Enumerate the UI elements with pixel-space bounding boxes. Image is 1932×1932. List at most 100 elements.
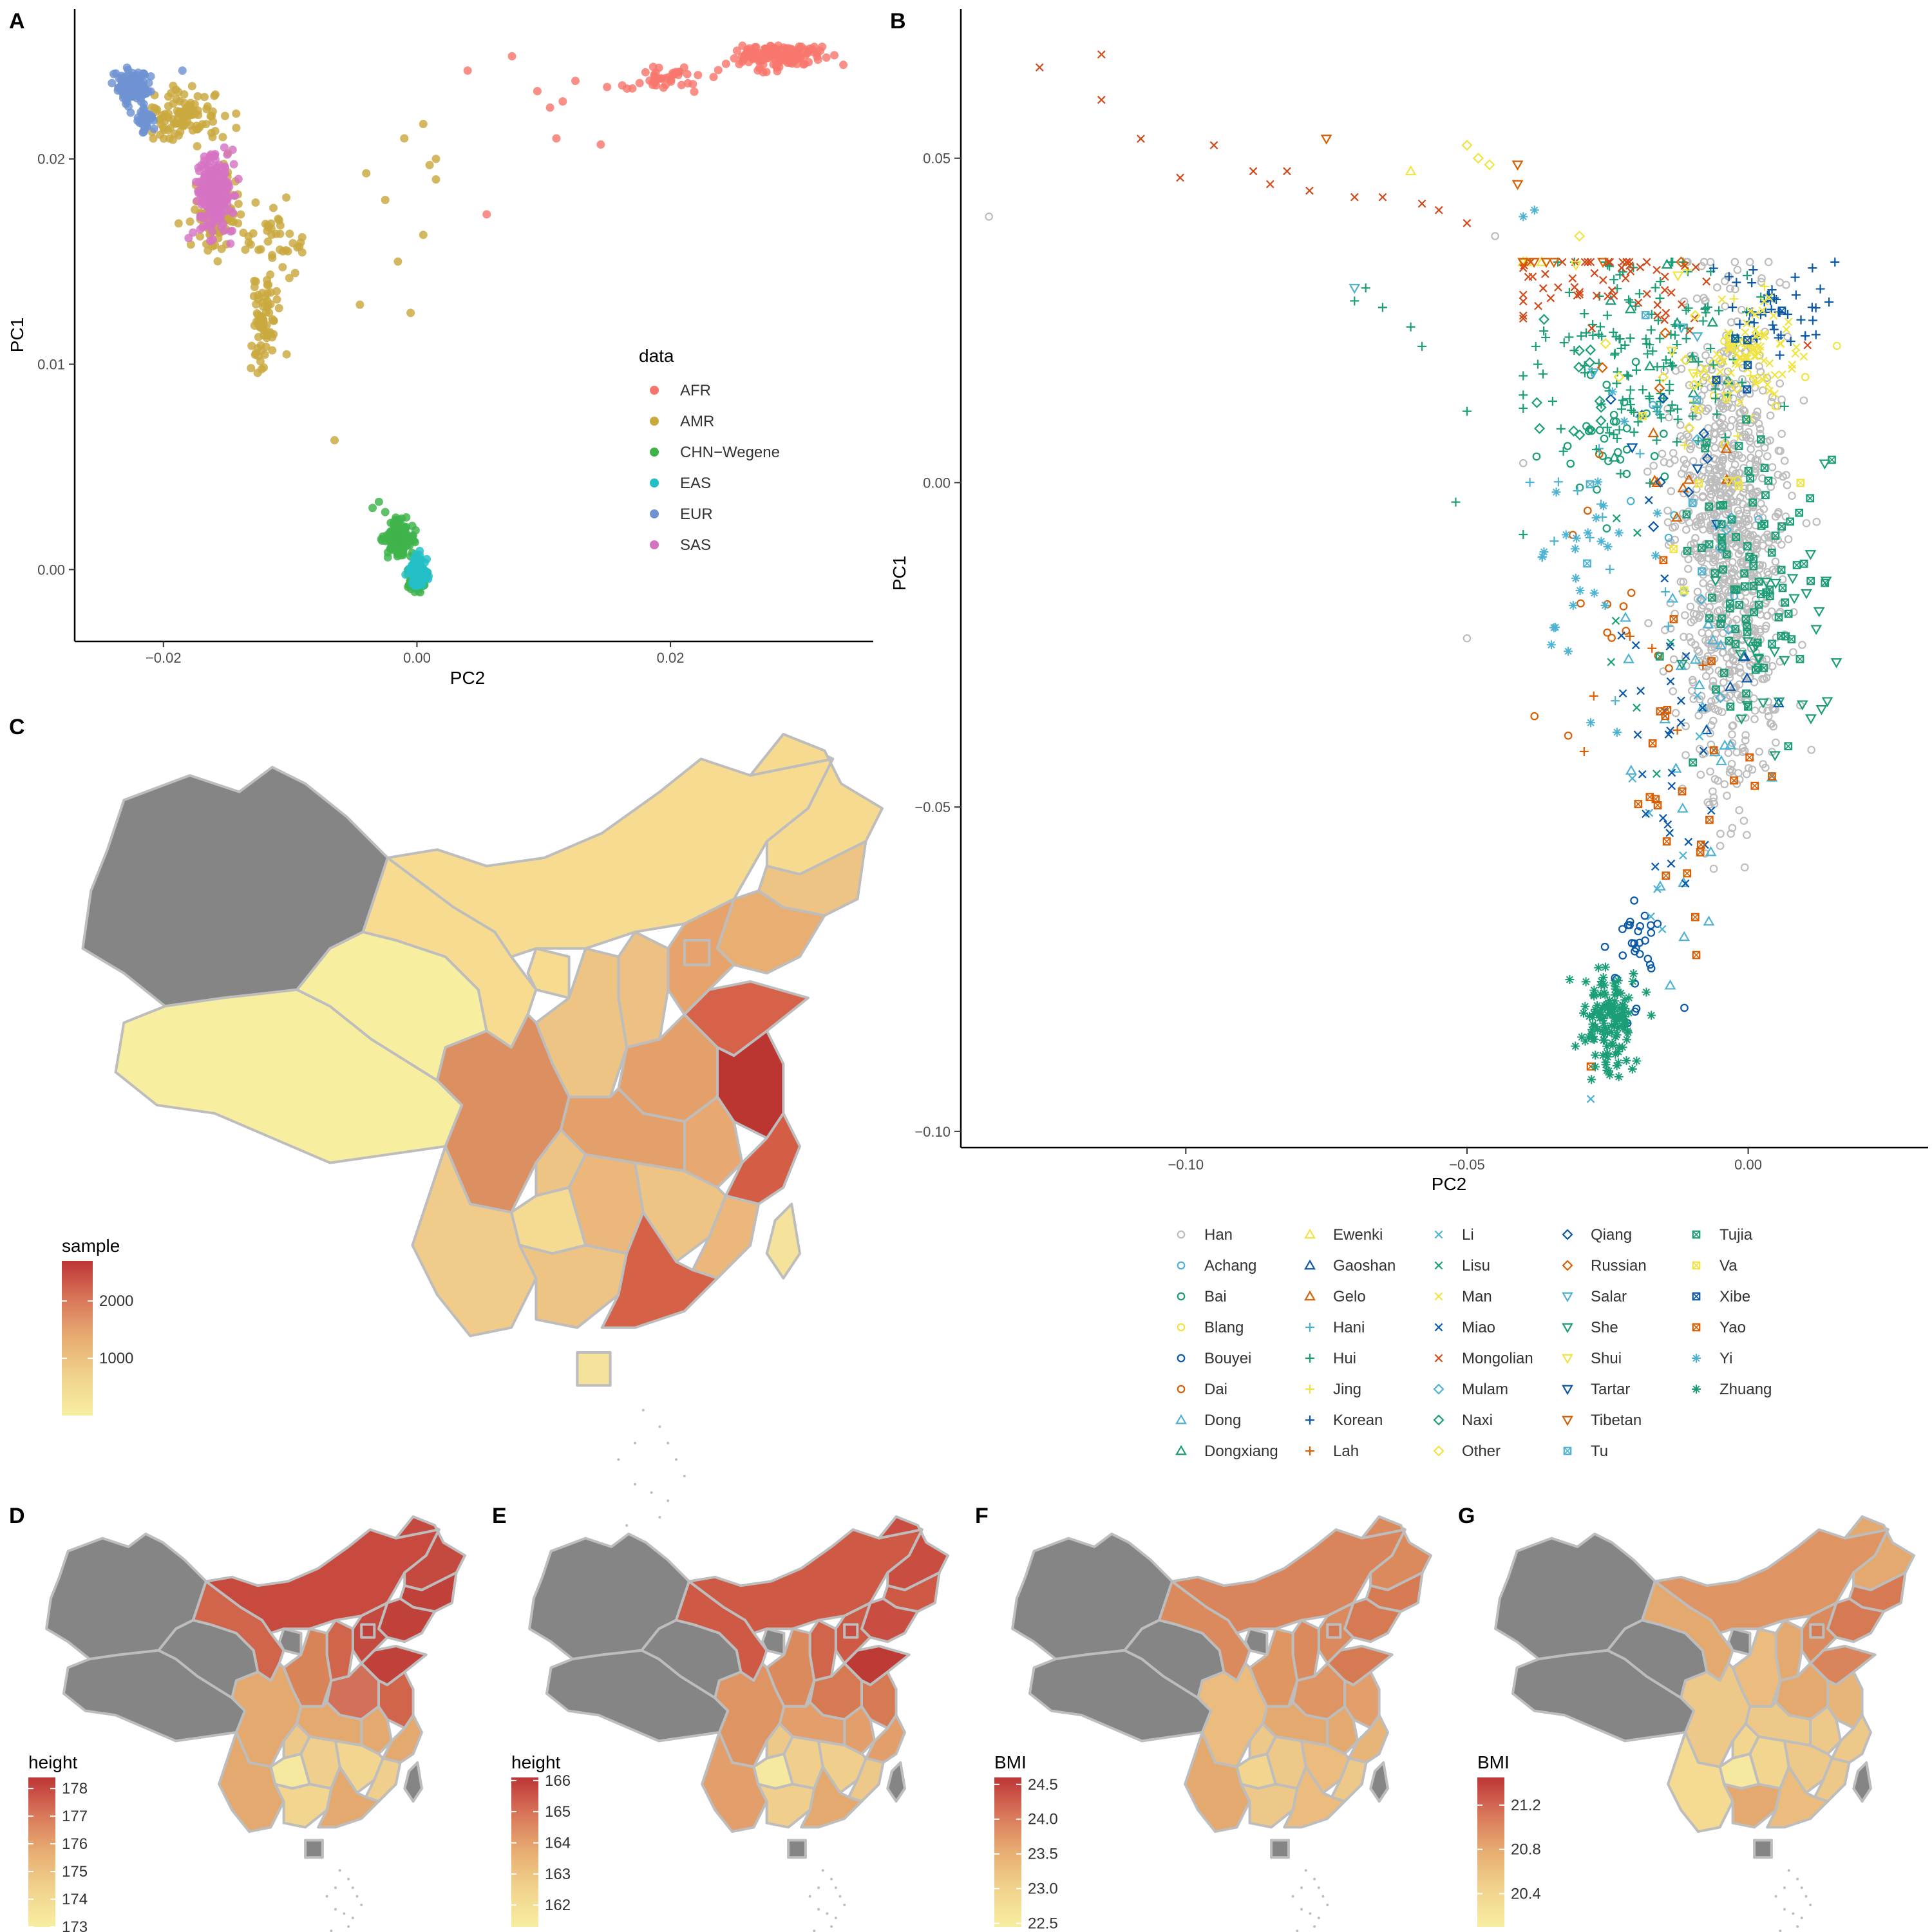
b-point <box>1563 442 1572 450</box>
b-point <box>1732 349 1741 358</box>
a-point <box>118 86 128 95</box>
a-legend-label: AMR <box>680 413 714 430</box>
b-point <box>1519 297 1528 306</box>
b-legend-label: Li <box>1462 1226 1474 1244</box>
b-legend-key-blang <box>1177 1323 1186 1332</box>
b-point <box>1768 463 1777 471</box>
b-point <box>1624 1008 1634 1018</box>
b-point <box>1737 378 1747 388</box>
b-legend-key-lisu <box>1434 1261 1443 1270</box>
colorbar-tick-label: 164 <box>545 1835 571 1852</box>
a-x-axis-title: PC2 <box>450 668 485 688</box>
b-point <box>1249 167 1258 176</box>
b-point-cross <box>1735 442 1743 450</box>
b-point-cross <box>1768 549 1776 556</box>
b-point <box>1653 265 1662 274</box>
b-point <box>1666 726 1675 735</box>
b-point <box>1727 368 1736 377</box>
a-point <box>374 497 383 506</box>
b-point <box>1684 837 1693 846</box>
a-point <box>196 185 205 194</box>
d-legend-title: height <box>28 1752 78 1772</box>
b-point <box>1599 1018 1609 1028</box>
b-point-box <box>1749 582 1758 591</box>
b-point <box>1591 513 1601 523</box>
b-point <box>1734 476 1742 484</box>
b-point <box>1696 554 1705 563</box>
b-point <box>1647 1010 1656 1020</box>
colorbar-tick-label: 175 <box>62 1863 88 1880</box>
b-point-box <box>1638 412 1647 421</box>
a-point <box>211 149 220 158</box>
b-point-box <box>1753 638 1762 647</box>
a-point <box>419 120 428 129</box>
b-point <box>1617 1020 1627 1030</box>
b-point <box>1668 361 1678 370</box>
a-point <box>381 507 390 516</box>
region-yunnan <box>218 1731 285 1833</box>
b-point <box>1748 265 1758 275</box>
b-point <box>1612 728 1622 737</box>
island-dot <box>343 1912 346 1915</box>
b-point <box>1774 470 1783 479</box>
b-point-cross <box>1768 772 1776 781</box>
region-taiwan <box>765 1202 801 1280</box>
b-point <box>1701 444 1710 453</box>
b-point <box>1670 330 1680 340</box>
b-point <box>1696 701 1709 712</box>
a-point <box>220 143 229 152</box>
b-point-box <box>1710 569 1719 578</box>
b-point <box>1705 815 1714 824</box>
b-point <box>1709 454 1718 462</box>
b-point-cross <box>1660 556 1667 564</box>
b-point <box>1627 939 1636 947</box>
b-point <box>1712 375 1721 384</box>
b-point <box>1717 520 1726 529</box>
b-legend-key-va-box <box>1692 1261 1701 1270</box>
b-point-cross <box>1796 655 1804 663</box>
b-point-box <box>1735 600 1744 609</box>
b-point <box>1698 567 1706 576</box>
region-ningxia <box>1727 1627 1752 1656</box>
a-point <box>656 74 665 83</box>
b-point <box>1720 780 1729 789</box>
b-point <box>1736 408 1745 417</box>
b-point <box>1653 316 1663 325</box>
b-point <box>1830 658 1842 668</box>
b-point <box>1754 577 1763 586</box>
b-point <box>1695 695 1704 704</box>
b-point <box>1434 205 1443 214</box>
b-point <box>1689 678 1698 687</box>
b-point <box>1656 707 1665 715</box>
b-point-box <box>1727 515 1736 524</box>
b-point <box>1631 357 1640 366</box>
b-point <box>1524 272 1533 281</box>
b-point <box>1685 518 1694 527</box>
b-point <box>1669 523 1677 532</box>
b-point-box <box>1719 565 1727 574</box>
b-legend-key-dong <box>1175 1414 1187 1425</box>
b-point <box>1657 392 1669 404</box>
b-point <box>1767 548 1776 557</box>
b-point <box>1598 1050 1608 1060</box>
b-point <box>1716 464 1725 473</box>
b-legend-label: Yao <box>1719 1319 1746 1336</box>
b-point <box>1320 135 1332 145</box>
b-point <box>1662 308 1671 317</box>
b-point <box>1528 258 1540 269</box>
a-point <box>258 323 267 332</box>
b-point <box>1631 641 1640 650</box>
island-dot <box>634 1482 636 1486</box>
b-point <box>1739 817 1748 825</box>
b-point-cross <box>1663 837 1671 846</box>
b-point <box>1568 425 1580 437</box>
b-point <box>985 213 994 221</box>
b-point-cross <box>1761 464 1768 472</box>
b-point <box>1577 599 1585 608</box>
b-point <box>1587 1075 1596 1084</box>
b-y-tick-label: 0.05 <box>923 151 951 167</box>
a-point <box>415 551 424 560</box>
b-point-box <box>1796 478 1805 488</box>
b-point <box>1511 180 1524 191</box>
b-point <box>1683 869 1692 878</box>
